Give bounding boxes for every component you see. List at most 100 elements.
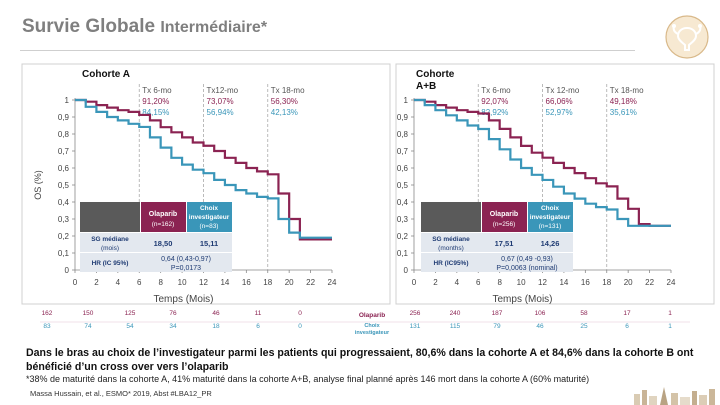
table-row2-bg <box>80 253 232 272</box>
x-tick-label: 0 <box>412 278 417 287</box>
table-col-choix-n: (n=83) <box>200 223 219 230</box>
panel-title-line2: A+B <box>416 81 436 92</box>
choix-curve <box>414 98 671 227</box>
panel-frame <box>21 63 391 305</box>
y-tick-label: 0,9 <box>58 113 70 122</box>
x-tick-label: 22 <box>306 278 315 287</box>
table-row1-choix: 15,11 <box>200 239 218 248</box>
table-row2-p: P=0,0063 (nominal) <box>496 265 557 272</box>
table-row2-label: HR (IC 95%) <box>92 260 129 267</box>
x-tick-label: 14 <box>220 278 229 287</box>
y-tick-label: 1 <box>404 96 409 105</box>
risk-choix-value: 6 <box>625 323 629 330</box>
risk-choix-value: 79 <box>493 323 501 330</box>
milestone-label: Tx 18-mo <box>271 86 305 95</box>
table-col-choix-1: Choix <box>200 205 218 212</box>
uterus-icon <box>665 15 709 59</box>
x-tick-label: 16 <box>581 278 590 287</box>
footer-reference: Massa Hussain, et al., ESMO* 2019, Abst … <box>30 389 212 398</box>
y-tick-label: 0,4 <box>397 198 409 207</box>
x-tick-label: 8 <box>497 278 502 287</box>
risk-label-olaparib: Olaparib <box>359 312 385 319</box>
table-row2-p: P=0,0173 <box>171 265 201 272</box>
y-tick-label: 0,1 <box>397 249 409 258</box>
risk-olaparib-value: 125 <box>125 310 136 317</box>
risk-olaparib-value: 76 <box>169 310 177 317</box>
risk-choix-value: 115 <box>450 323 461 330</box>
y-tick-label: 0,8 <box>58 130 70 139</box>
table-row2-value: 0,64 (0,43-0,97) <box>161 256 211 263</box>
table-row1-label: SG médiane <box>91 236 129 243</box>
table-row2-bg <box>421 253 573 272</box>
milestone-choix: 84,15% <box>142 108 169 117</box>
risk-choix-value: 46 <box>536 323 544 330</box>
milestone-choix: 82,92% <box>481 108 508 117</box>
table-row2-label: HR (IC95%) <box>433 260 468 267</box>
risk-olaparib-value: 106 <box>535 310 546 317</box>
table-row1-bg <box>421 233 573 252</box>
risk-olaparib-value: 1 <box>668 310 672 317</box>
risk-label-choix-2: investigateur <box>355 330 390 336</box>
milestone-label: Tx12-mo <box>207 86 239 95</box>
x-tick-label: 14 <box>559 278 568 287</box>
risk-choix-value: 83 <box>43 323 51 330</box>
risk-olaparib-value: 58 <box>580 310 588 317</box>
risk-choix-value: 34 <box>169 323 177 330</box>
risk-choix-value: 1 <box>668 323 672 330</box>
table-row1-label: SG médiane <box>432 236 470 243</box>
y-tick-label: 0 <box>65 266 70 275</box>
risk-choix-value: 0 <box>298 323 302 330</box>
x-tick-label: 18 <box>602 278 611 287</box>
y-tick-label: 0,3 <box>397 215 409 224</box>
risk-label-choix-1: Choix <box>364 323 380 329</box>
table-row1-label-unit: (months) <box>438 245 464 252</box>
x-tick-label: 24 <box>667 278 676 287</box>
page-title: Survie Globale Intermédiaire* <box>22 16 267 38</box>
x-tick-label: 22 <box>645 278 654 287</box>
table-col-olaparib: Olaparib <box>490 211 518 218</box>
table-col-olaparib: Olaparib <box>149 211 177 218</box>
risk-olaparib-value: 46 <box>212 310 220 317</box>
x-tick-label: 4 <box>455 278 460 287</box>
x-tick-label: 24 <box>328 278 337 287</box>
y-tick-label: 0,6 <box>58 164 70 173</box>
table-row1-bg <box>80 233 232 252</box>
table-col-choix-2: investigateur <box>530 214 571 221</box>
table-header-choix <box>187 202 232 232</box>
y-tick-label: 0,2 <box>58 232 70 241</box>
y-tick-label: 1 <box>65 96 70 105</box>
risk-olaparib-value: 17 <box>623 310 631 317</box>
milestone-choix: 42,13% <box>271 108 298 117</box>
choix-curve <box>75 98 332 239</box>
risk-olaparib-value: 150 <box>83 310 94 317</box>
y-tick-label: 0,5 <box>397 181 409 190</box>
y-tick-label: 0,7 <box>397 147 409 156</box>
milestone-choix: 56,94% <box>207 108 234 117</box>
table-col-olaparib-n: (n=256) <box>493 221 516 228</box>
x-tick-label: 20 <box>285 278 294 287</box>
risk-olaparib-value: 0 <box>298 310 302 317</box>
olaparib-curve <box>414 98 671 227</box>
y-tick-label: 0,3 <box>58 215 70 224</box>
risk-olaparib-value: 162 <box>42 310 53 317</box>
x-tick-label: 2 <box>94 278 99 287</box>
y-tick-label: 0,8 <box>397 130 409 139</box>
x-tick-label: 6 <box>137 278 142 287</box>
risk-choix-value: 25 <box>580 323 588 330</box>
y-tick-label: 0,7 <box>58 147 70 156</box>
x-axis-label: Temps (Mois) <box>492 294 552 305</box>
milestone-choix: 35,61% <box>610 108 637 117</box>
table-col-choix-n: (n=131) <box>539 223 562 230</box>
table-row1-olaparib: 18,50 <box>154 239 173 248</box>
x-tick-label: 20 <box>624 278 633 287</box>
x-tick-label: 0 <box>73 278 78 287</box>
risk-olaparib-value: 11 <box>255 310 262 317</box>
milestone-label: Tx 12-mo <box>546 86 580 95</box>
x-tick-label: 2 <box>433 278 438 287</box>
milestone-olaparib: 66,06% <box>546 97 573 106</box>
title-main: Survie Globale <box>22 16 156 37</box>
x-tick-label: 6 <box>476 278 481 287</box>
table-col-choix-2: investigateur <box>189 214 230 221</box>
risk-choix-value: 6 <box>256 323 260 330</box>
milestone-olaparib: 92,07% <box>481 97 508 106</box>
